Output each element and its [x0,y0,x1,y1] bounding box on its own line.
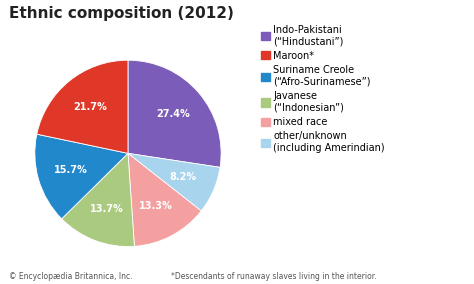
Text: *Descendants of runaway slaves living in the interior.: *Descendants of runaway slaves living in… [171,272,376,281]
Text: 15.7%: 15.7% [54,165,88,175]
Text: 13.3%: 13.3% [139,201,173,211]
Text: 13.7%: 13.7% [90,204,124,214]
Text: © Encyclopædia Britannica, Inc.: © Encyclopædia Britannica, Inc. [9,272,133,281]
Wedge shape [35,134,128,219]
Wedge shape [37,60,128,153]
Legend: Indo-Pakistani
(“Hindustani”), Maroon*, Suriname Creole
(“Afro-Surinamese”), Jav: Indo-Pakistani (“Hindustani”), Maroon*, … [261,25,385,153]
Text: 27.4%: 27.4% [156,110,190,120]
Text: Ethnic composition (2012): Ethnic composition (2012) [9,6,234,21]
Wedge shape [128,153,201,246]
Text: 8.2%: 8.2% [169,172,196,182]
Wedge shape [128,153,220,211]
Wedge shape [62,153,135,247]
Text: 21.7%: 21.7% [73,102,107,112]
Wedge shape [128,60,221,167]
